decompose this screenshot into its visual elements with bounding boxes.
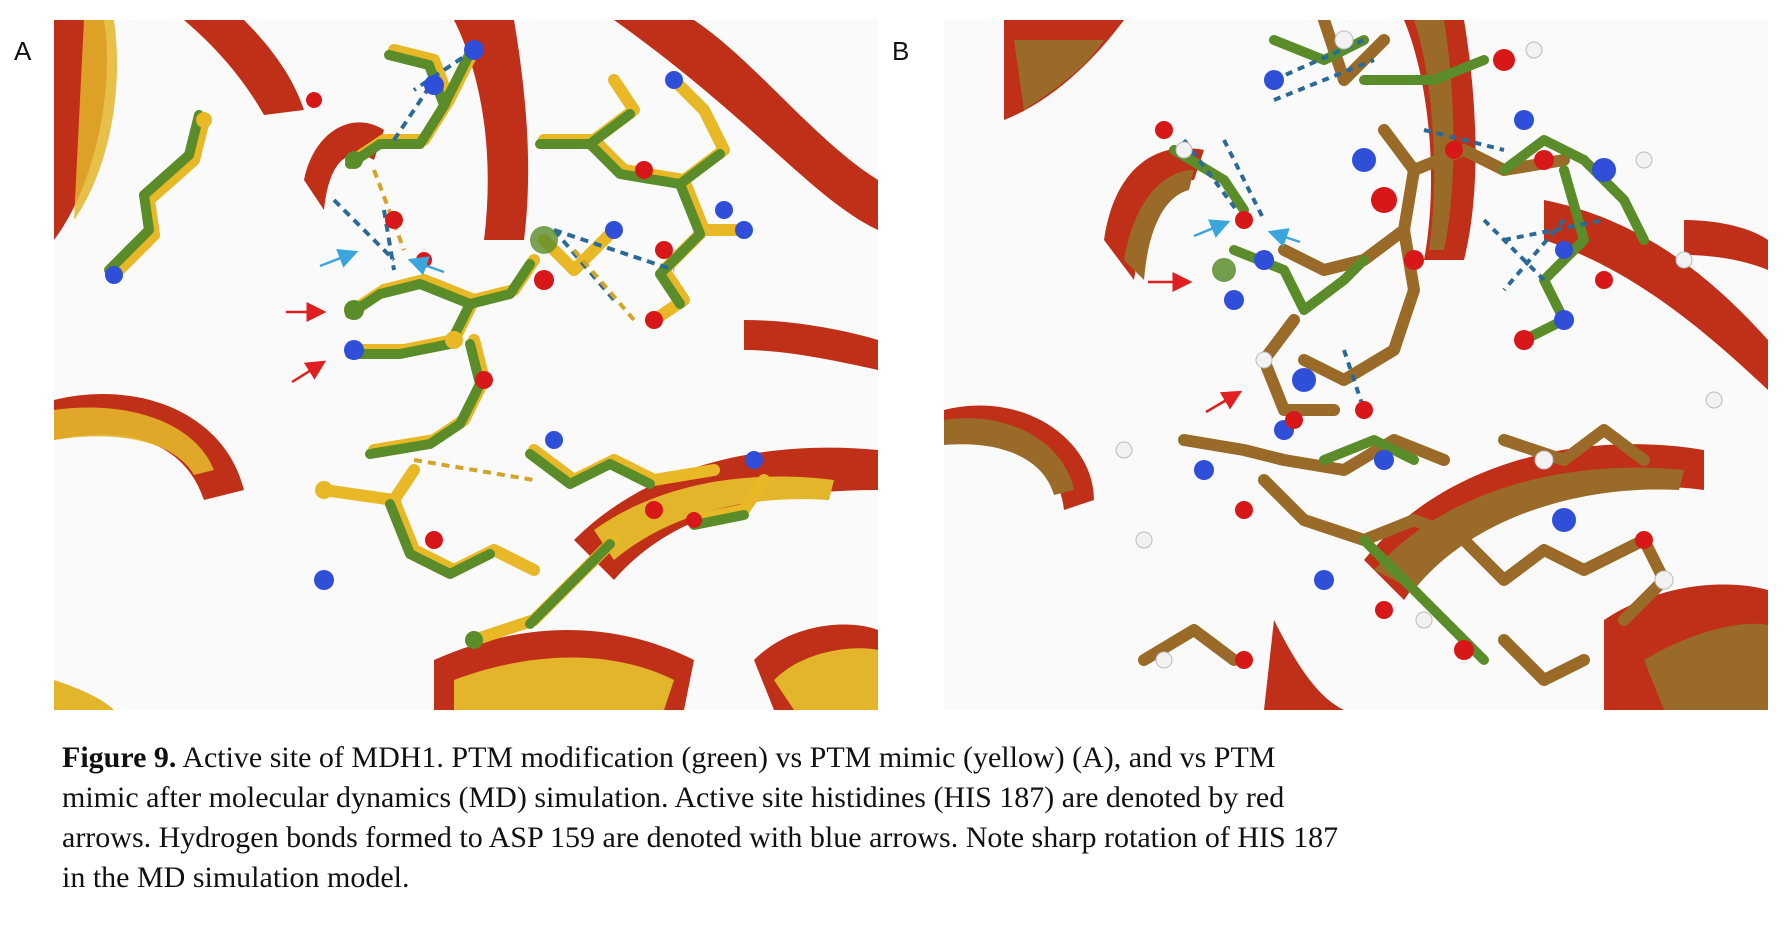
figure-caption: Figure 9. Active site of MDH1. PTM modif… [62, 738, 1762, 898]
hbond-arrow-2 [407, 256, 445, 276]
figure-label: Figure 9. [62, 741, 177, 774]
hydrogen-bonds-b [1182, 38, 1605, 411]
atoms-a [105, 40, 763, 649]
caption-line-4: in the MD simulation model. [62, 861, 410, 894]
protein-ribbons [54, 20, 878, 710]
hbond-arrow-2-b [1267, 228, 1301, 248]
atoms-b [1115, 30, 1723, 669]
panel-a-label: A [14, 36, 32, 66]
panel-b-image [944, 20, 1768, 710]
hbond-arrows-b [1193, 219, 1301, 248]
his-arrow-2-b [1205, 390, 1243, 414]
caption-line-2: mimic after molecular dynamics (MD) simu… [62, 781, 1285, 814]
panel-a-image [54, 20, 878, 710]
hbond-arrows-a [319, 249, 445, 276]
caption-line-1: Active site of MDH1. PTM modification (g… [176, 741, 1276, 774]
caption-line-3: arrows. Hydrogen bonds formed to ASP 159… [62, 821, 1339, 854]
molecular-structure-a [54, 20, 878, 710]
hbond-arrow-1-b [1193, 219, 1231, 238]
his-arrows-b [1148, 272, 1243, 414]
panel-b-label: B [892, 36, 910, 66]
his-arrows-a [286, 302, 327, 384]
mimic-bonds [372, 169, 636, 482]
molecular-structure-b [944, 20, 1768, 710]
hbond-arrow-1 [319, 249, 359, 268]
his-arrow-2 [291, 360, 327, 384]
